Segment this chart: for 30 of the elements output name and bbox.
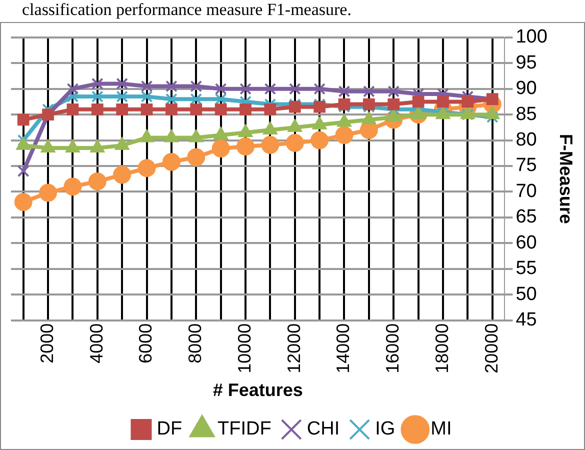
x-tick-label: 10000 xyxy=(234,323,254,374)
x-tick-label: 8000 xyxy=(185,323,206,364)
x-tick-label: 14000 xyxy=(333,323,354,374)
y-axis-title: F-Measure xyxy=(556,134,576,224)
legend-label: IG xyxy=(375,418,396,440)
y-tick-label: 55 xyxy=(516,258,537,280)
y-tick-label: 80 xyxy=(516,130,537,151)
x-tick-label: 12000 xyxy=(284,323,304,374)
legend-label: CHI xyxy=(306,418,340,440)
y-tick-label: 95 xyxy=(516,52,537,74)
y-tick-label: 90 xyxy=(516,78,537,100)
y-tick-label: 85 xyxy=(516,104,537,125)
y-tick-label: 100 xyxy=(516,26,548,48)
x-tick-label: 16000 xyxy=(382,323,403,374)
x-tick-label: 6000 xyxy=(136,323,156,364)
legend-label: MI xyxy=(430,418,452,440)
y-tick-label: 50 xyxy=(516,284,537,305)
legend-label: DF xyxy=(156,418,182,440)
y-tick-label: 70 xyxy=(516,180,537,202)
y-tick-label: 65 xyxy=(516,206,537,228)
legend-label: TFIDF xyxy=(218,418,272,440)
text: classification performance measure F1-measure. xyxy=(22,0,352,20)
x-tick-label: 18000 xyxy=(432,323,452,374)
y-tick-label: 75 xyxy=(516,155,537,176)
x-tick-label: 20000 xyxy=(481,323,502,374)
x-tick-label: 4000 xyxy=(86,323,106,364)
x-axis-title: # Features xyxy=(212,380,303,400)
y-tick-label: 45 xyxy=(516,310,537,331)
y-tick-label: 60 xyxy=(516,232,537,254)
x-tick-label: 2000 xyxy=(36,323,57,364)
